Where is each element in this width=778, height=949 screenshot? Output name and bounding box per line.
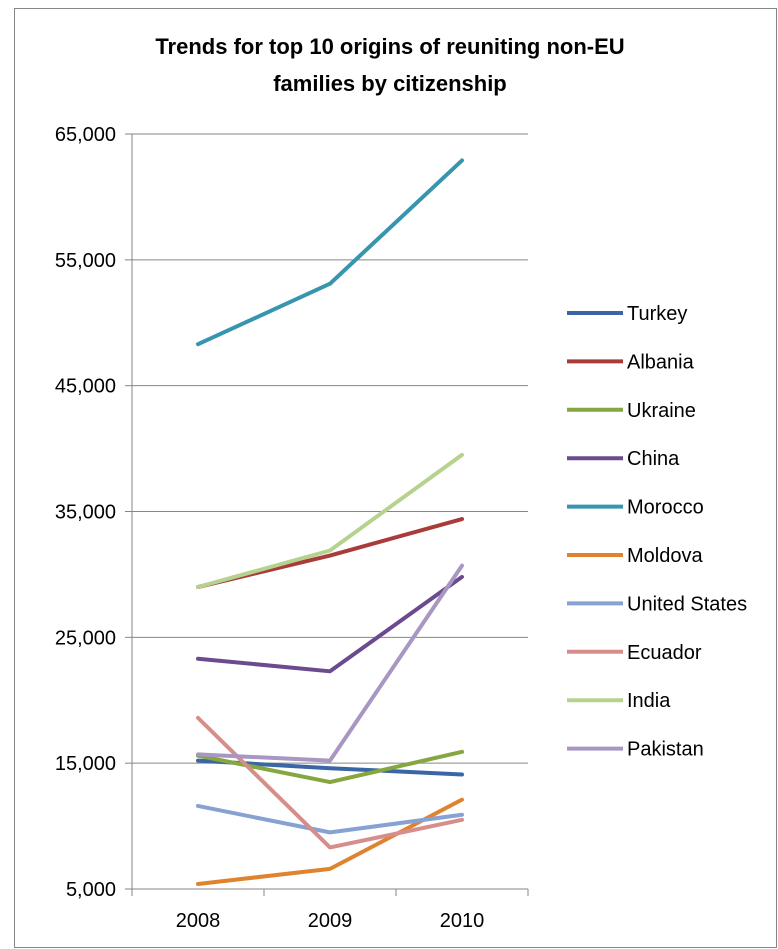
legend-label-turkey: Turkey — [627, 303, 687, 325]
series-line-moldova — [196, 797, 464, 886]
legend-label-india: India — [627, 690, 671, 712]
axes: 5,000 15,000 25,000 35,000 45,000 55,000 65,00… — [55, 124, 529, 932]
legend-label-pakistan: Pakistan — [627, 739, 704, 761]
series-line-pakistan — [196, 563, 464, 763]
x-tick-label: 2009 — [308, 910, 353, 932]
legend-label-moldova: Moldova — [627, 545, 703, 567]
legend: Turkey Albania Ukraine China Morocco Moldova U… — [567, 303, 747, 761]
chart-title: Trends for top 10 origins of reuniting n… — [155, 34, 625, 96]
x-tick-label: 2010 — [440, 910, 485, 932]
series-line-ukraine — [196, 749, 464, 785]
x-tick-label: 2008 — [176, 910, 221, 932]
y-tick-label: 25,000 — [55, 627, 116, 649]
y-tick-label: 45,000 — [55, 376, 116, 398]
legend-label-albania: Albania — [627, 351, 695, 373]
legend-label-ecuador: Ecuador — [627, 642, 702, 664]
legend-label-china: China — [627, 448, 680, 470]
y-tick-label: 15,000 — [55, 753, 116, 775]
series-line-morocco — [196, 158, 464, 347]
series-line-united-states — [196, 803, 464, 835]
y-tick-label: 55,000 — [55, 250, 116, 272]
y-tick-label: 65,000 — [55, 124, 116, 146]
y-tick-label: 35,000 — [55, 502, 116, 524]
series-line-ecuador — [196, 715, 464, 850]
series-line-china — [196, 574, 464, 674]
legend-label-ukraine: Ukraine — [627, 400, 696, 422]
legend-label-united-states: United States — [627, 593, 747, 615]
gridlines — [132, 133, 528, 764]
chart-frame — [14, 8, 777, 948]
y-tick-label: 5,000 — [66, 879, 116, 901]
legend-label-morocco: Morocco — [627, 497, 704, 519]
series-lines — [196, 158, 464, 886]
series-line-india — [196, 452, 464, 589]
